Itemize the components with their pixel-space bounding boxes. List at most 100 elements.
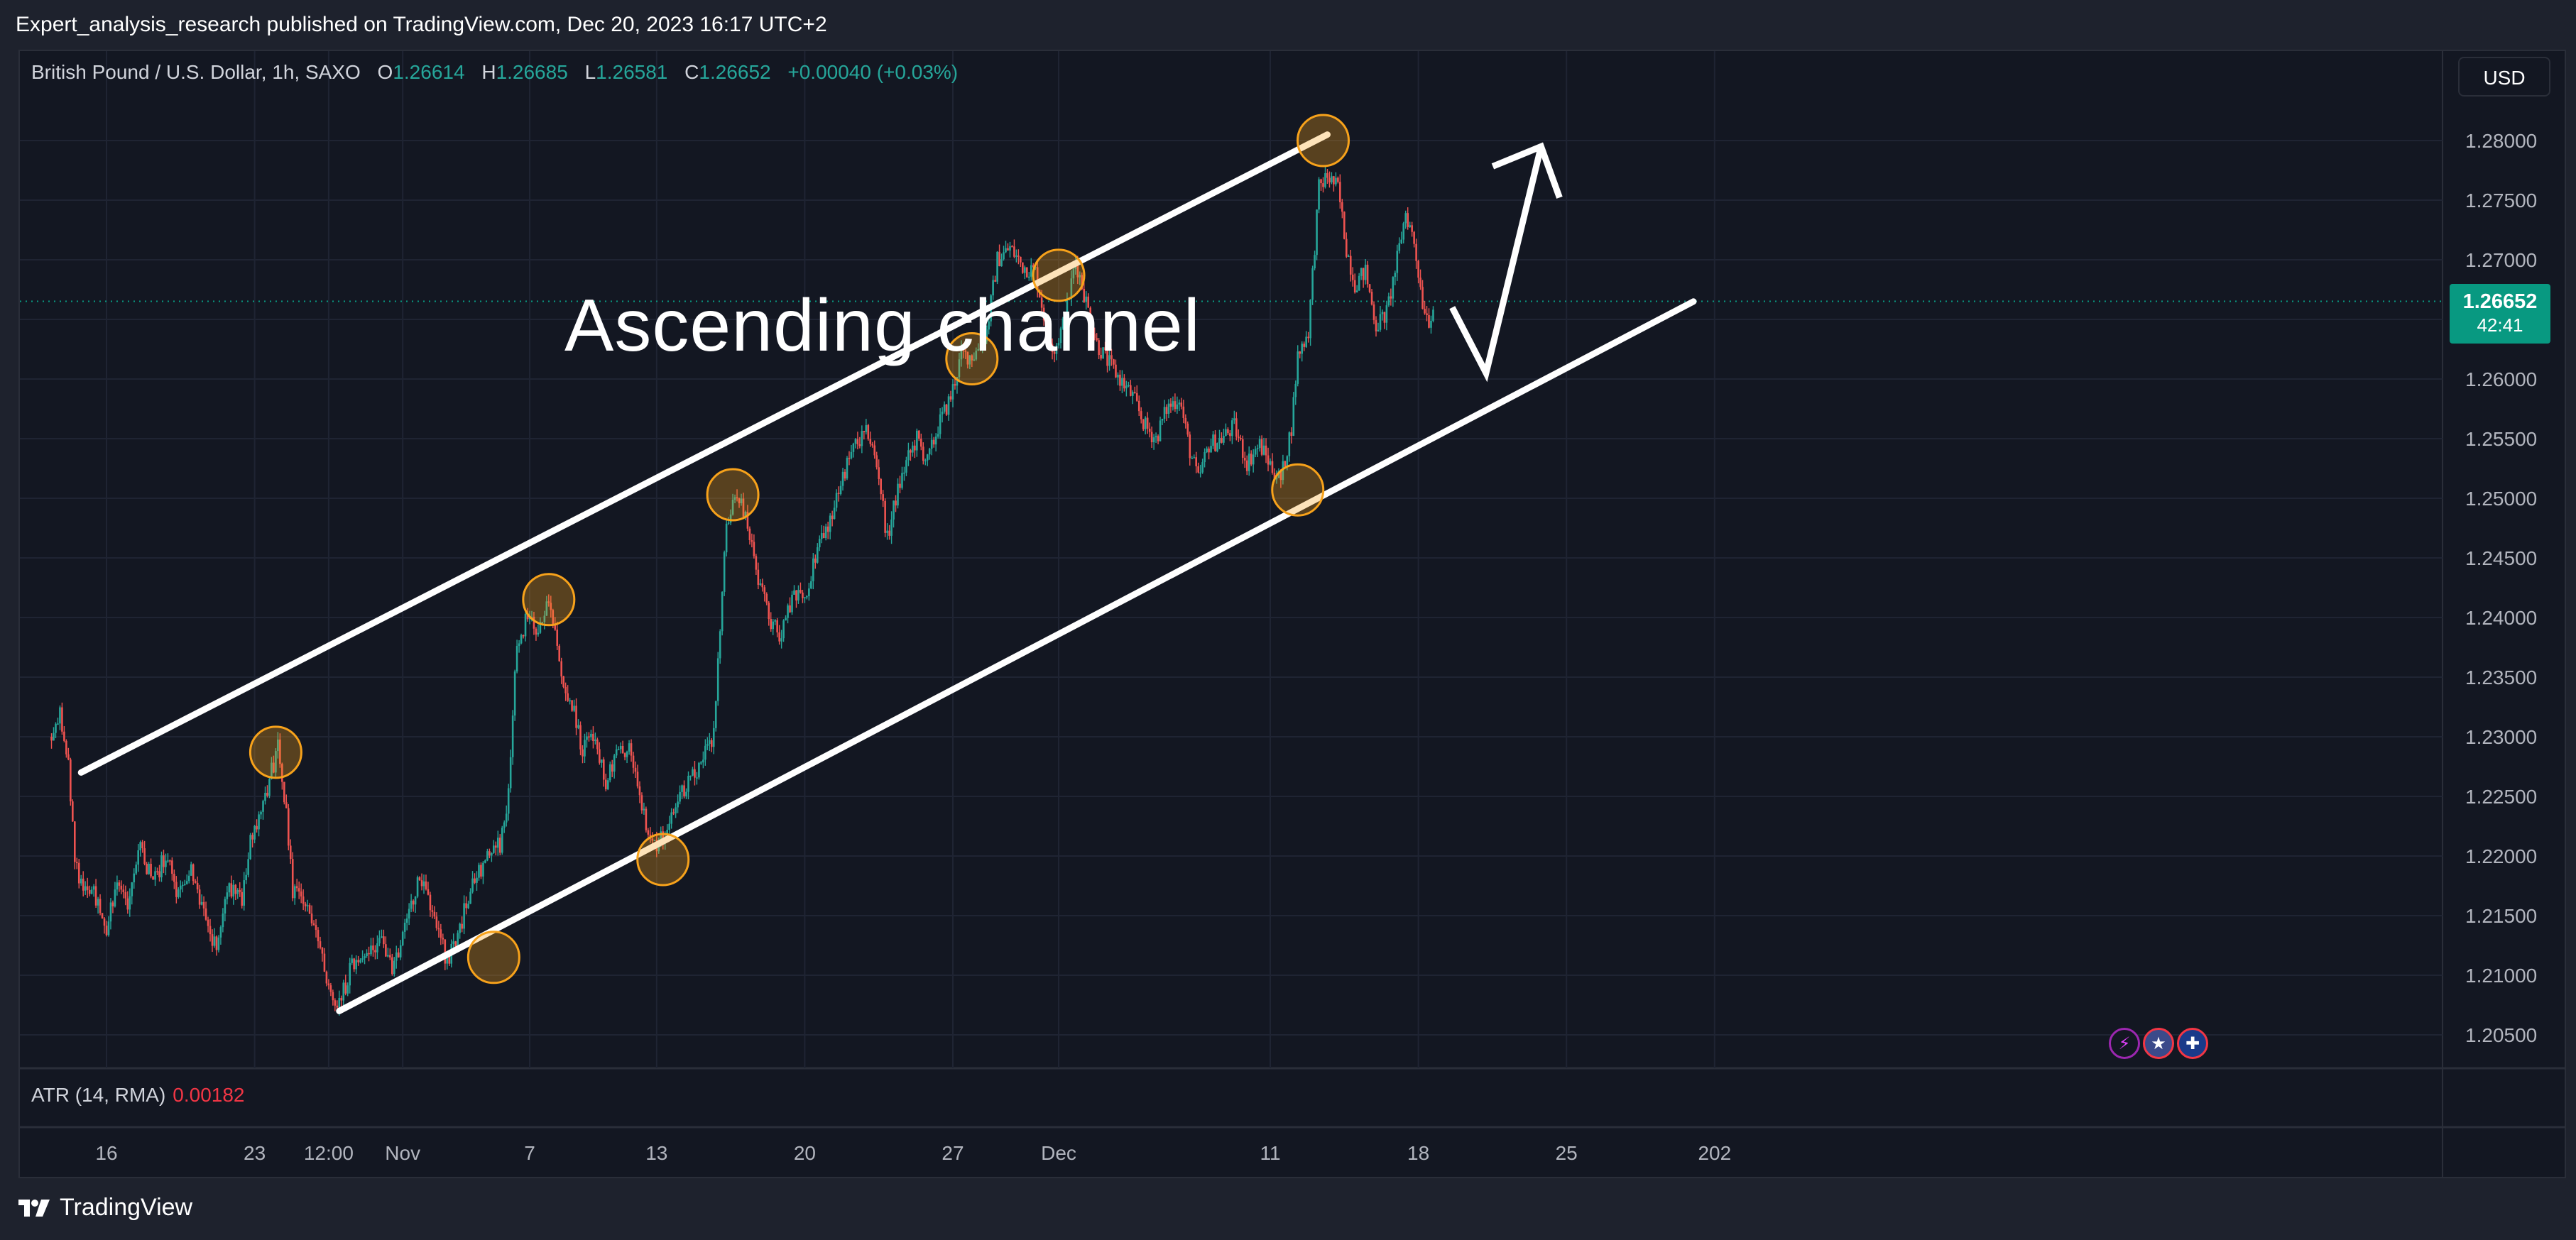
- candle-body: [139, 842, 141, 850]
- candle-body: [169, 860, 171, 862]
- candle: [710, 737, 713, 752]
- candle: [1165, 404, 1168, 422]
- uk-flag-icon[interactable]: ✚: [2177, 1028, 2208, 1059]
- atr-label[interactable]: ATR (14, RMA): [31, 1084, 166, 1106]
- candle-body: [873, 445, 876, 456]
- candle: [1292, 392, 1295, 437]
- us-flag-icon[interactable]: ★: [2143, 1028, 2174, 1059]
- candle-body: [213, 936, 216, 946]
- candle: [937, 426, 939, 439]
- candle: [789, 597, 791, 613]
- candle-body: [440, 929, 442, 938]
- chart-frame[interactable]: [18, 50, 2566, 1178]
- candle-body: [569, 700, 571, 702]
- candle: [1347, 254, 1350, 258]
- candle: [399, 940, 402, 960]
- candle-body: [770, 619, 773, 630]
- open-value: 1.26614: [393, 61, 465, 83]
- candle: [50, 733, 53, 749]
- candle-body: [564, 686, 567, 693]
- atr-legend[interactable]: ATR (14, RMA) 0.00182: [31, 1084, 245, 1107]
- candle: [133, 868, 136, 889]
- candle: [977, 343, 980, 351]
- close-label: C: [684, 61, 699, 83]
- touch-marker: [466, 931, 520, 984]
- candle: [1322, 177, 1324, 193]
- candle: [1311, 265, 1314, 305]
- candle: [782, 619, 785, 642]
- candle-body: [253, 825, 256, 840]
- candle: [806, 595, 808, 600]
- economic-events[interactable]: ⚡ ★ ✚: [2109, 1028, 2208, 1059]
- candle: [1360, 268, 1363, 280]
- candle-body: [1055, 345, 1058, 354]
- symbol-name[interactable]: British Pound / U.S. Dollar, 1h, SAXO: [31, 61, 361, 83]
- candle: [427, 882, 430, 896]
- candle-body: [99, 899, 102, 913]
- currency-button[interactable]: USD: [2458, 57, 2550, 97]
- candle: [1394, 270, 1397, 285]
- bar-countdown: 42:41: [2477, 314, 2523, 336]
- candle: [1267, 447, 1270, 472]
- candle: [890, 511, 893, 544]
- candle-body: [802, 592, 804, 598]
- change-value: +0.00040 (+0.03%): [787, 61, 959, 83]
- candle-body: [72, 801, 74, 822]
- candle: [262, 799, 264, 820]
- price-tick-label: 1.25500: [2465, 428, 2537, 450]
- candle-body: [611, 764, 613, 772]
- price-tick-label: 1.28000: [2465, 130, 2537, 152]
- candle-body: [196, 882, 199, 890]
- candle-body: [560, 661, 562, 676]
- price-tick-label: 1.23500: [2465, 666, 2537, 688]
- candle: [381, 929, 383, 938]
- candle: [285, 794, 288, 808]
- candle: [122, 884, 125, 899]
- candle-body: [442, 938, 444, 940]
- candle-body: [1081, 275, 1084, 290]
- candle-body: [1254, 449, 1257, 455]
- candle-body: [1208, 448, 1210, 453]
- touch-marker: [706, 468, 760, 522]
- candle: [979, 344, 982, 351]
- candle: [645, 806, 648, 833]
- tradingview-logo-icon: [18, 1199, 50, 1217]
- candle-body: [446, 955, 449, 964]
- candle-body: [920, 439, 922, 447]
- candle-body: [298, 888, 300, 892]
- symbol-legend[interactable]: British Pound / U.S. Dollar, 1h, SAXO O1…: [31, 61, 958, 84]
- channel-annotation[interactable]: Ascending channel: [564, 285, 1201, 367]
- candle: [405, 913, 408, 931]
- candle: [440, 923, 442, 945]
- candle: [926, 454, 929, 466]
- candle: [1426, 306, 1428, 322]
- candle-body: [1169, 403, 1172, 407]
- candle-body: [808, 588, 810, 597]
- candle: [1235, 412, 1238, 441]
- candle-body: [1426, 313, 1428, 315]
- touch-marker: [945, 331, 999, 385]
- candle: [222, 908, 224, 933]
- candle-body: [171, 860, 173, 874]
- candle-body: [716, 658, 719, 701]
- candle-body: [1398, 243, 1401, 251]
- candle: [139, 840, 141, 857]
- flash-icon[interactable]: ⚡: [2109, 1028, 2140, 1059]
- tradingview-brand[interactable]: TradingView: [17, 1194, 192, 1222]
- candle-body: [207, 919, 209, 926]
- candle: [731, 493, 734, 516]
- candle-body: [293, 886, 296, 899]
- candle: [973, 352, 976, 361]
- candle: [837, 486, 840, 502]
- candle: [228, 882, 231, 897]
- candle: [518, 640, 520, 653]
- brand-name: TradingView: [60, 1194, 193, 1221]
- candle-body: [204, 908, 207, 920]
- candle: [653, 840, 656, 841]
- projection-path: [1449, 146, 1544, 383]
- candle: [92, 884, 95, 897]
- candle: [391, 953, 393, 976]
- candle-body: [1347, 256, 1350, 258]
- candle-body: [554, 625, 557, 630]
